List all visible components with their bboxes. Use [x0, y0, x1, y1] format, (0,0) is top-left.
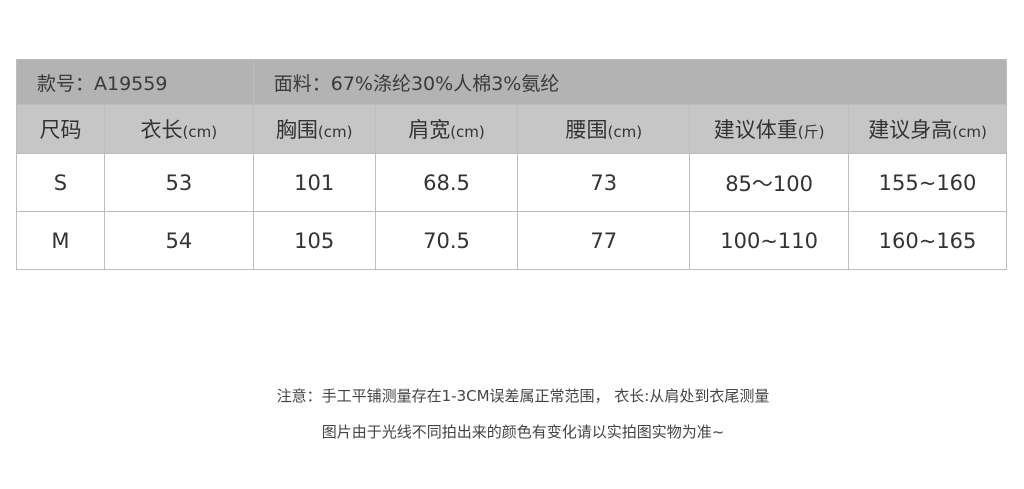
style-number: 款号：A19559 — [16, 59, 254, 105]
column-header: 肩宽(cm) — [374, 104, 519, 154]
table-cell: 70.5 — [374, 211, 519, 270]
header-unit: (cm) — [952, 123, 987, 141]
column-header: 尺码 — [16, 104, 105, 154]
table-row: S 53 101 68.5 73 85～100 155~160 — [16, 153, 1007, 212]
header-unit: (斤) — [797, 123, 825, 141]
table-cell: 155~160 — [848, 153, 1007, 212]
header-label: 建议体重 — [713, 118, 798, 142]
column-header: 建议体重(斤) — [689, 104, 850, 154]
table-cell: 100~110 — [689, 211, 850, 270]
table-cell: 105 — [252, 211, 376, 270]
table-cell: S — [16, 153, 105, 212]
header-label: 建议身高 — [868, 118, 953, 142]
header-unit: (cm) — [607, 123, 643, 141]
table-cell: 85～100 — [689, 153, 850, 212]
table-row: M 54 105 70.5 77 100~110 160~165 — [16, 211, 1007, 270]
header-unit: (cm) — [450, 123, 485, 141]
column-header: 建议身高(cm) — [848, 104, 1007, 154]
table-cell: 160~165 — [848, 211, 1007, 270]
table-cell: 77 — [517, 211, 691, 270]
note-line-1: 注意：手工平铺测量存在1-3CM误差属正常范围， 衣长:从肩处到衣尾测量 — [276, 387, 770, 405]
header-unit: (cm) — [182, 123, 218, 141]
column-header: 腰围(cm) — [517, 104, 691, 154]
table-cell: 68.5 — [374, 153, 519, 212]
table-cell: 73 — [517, 153, 691, 212]
info-row: 款号：A19559 面料：67%涤纶30%人棉3%氨纶 — [16, 59, 1008, 105]
table-cell: M — [16, 211, 105, 270]
header-label: 尺码 — [39, 118, 82, 142]
header-label: 胸围 — [275, 118, 318, 142]
size-chart-table: 款号：A19559 面料：67%涤纶30%人棉3%氨纶 尺码 衣长(cm) 胸围(c… — [16, 59, 1008, 270]
header-label: 腰围 — [565, 118, 608, 142]
fabric: 面料：67%涤纶30%人棉3%氨纶 — [252, 59, 1008, 105]
header-unit: (cm) — [317, 123, 353, 141]
note-line-2: 图片由于光线不同拍出来的颜色有变化请以实拍图实物为准~ — [321, 423, 725, 441]
column-header: 胸围(cm) — [252, 104, 376, 154]
header-row: 尺码 衣长(cm) 胸围(cm) 肩宽(cm) 腰围(cm) 建议体重(斤) 建议身高(cm… — [16, 104, 1007, 154]
header-label: 肩宽 — [408, 118, 451, 142]
table-cell: 54 — [103, 211, 254, 270]
table-cell: 53 — [103, 153, 254, 212]
table-cell: 101 — [252, 153, 376, 212]
column-header: 衣长(cm) — [103, 104, 254, 154]
header-label: 衣长 — [140, 118, 183, 142]
